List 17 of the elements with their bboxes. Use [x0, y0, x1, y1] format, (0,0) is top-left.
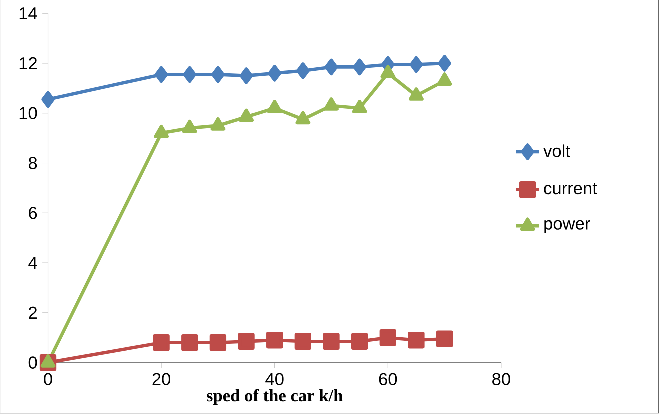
y-tick-label: 6	[29, 207, 38, 220]
y-tick-label: 8	[28, 157, 38, 170]
x-tick-label: 80	[492, 373, 510, 386]
x-axis-title: sped of the car k/h	[207, 389, 343, 406]
legend-label: current	[544, 183, 598, 195]
x-tick-label: 40	[266, 373, 284, 386]
y-tick-label: 10	[20, 107, 38, 120]
legend-label: volt	[544, 144, 570, 158]
y-tick-label: 12	[20, 58, 37, 70]
legend-label: power	[544, 220, 590, 234]
y-tick-label: 14	[20, 8, 38, 20]
y-tick-label: 0	[28, 356, 38, 370]
x-tick-label: 20	[152, 373, 171, 386]
x-tick-label: 0	[44, 373, 52, 386]
y-tick-label: 4	[28, 257, 38, 270]
x-tick-label: 60	[379, 373, 398, 386]
y-tick-label: 2	[29, 307, 37, 320]
